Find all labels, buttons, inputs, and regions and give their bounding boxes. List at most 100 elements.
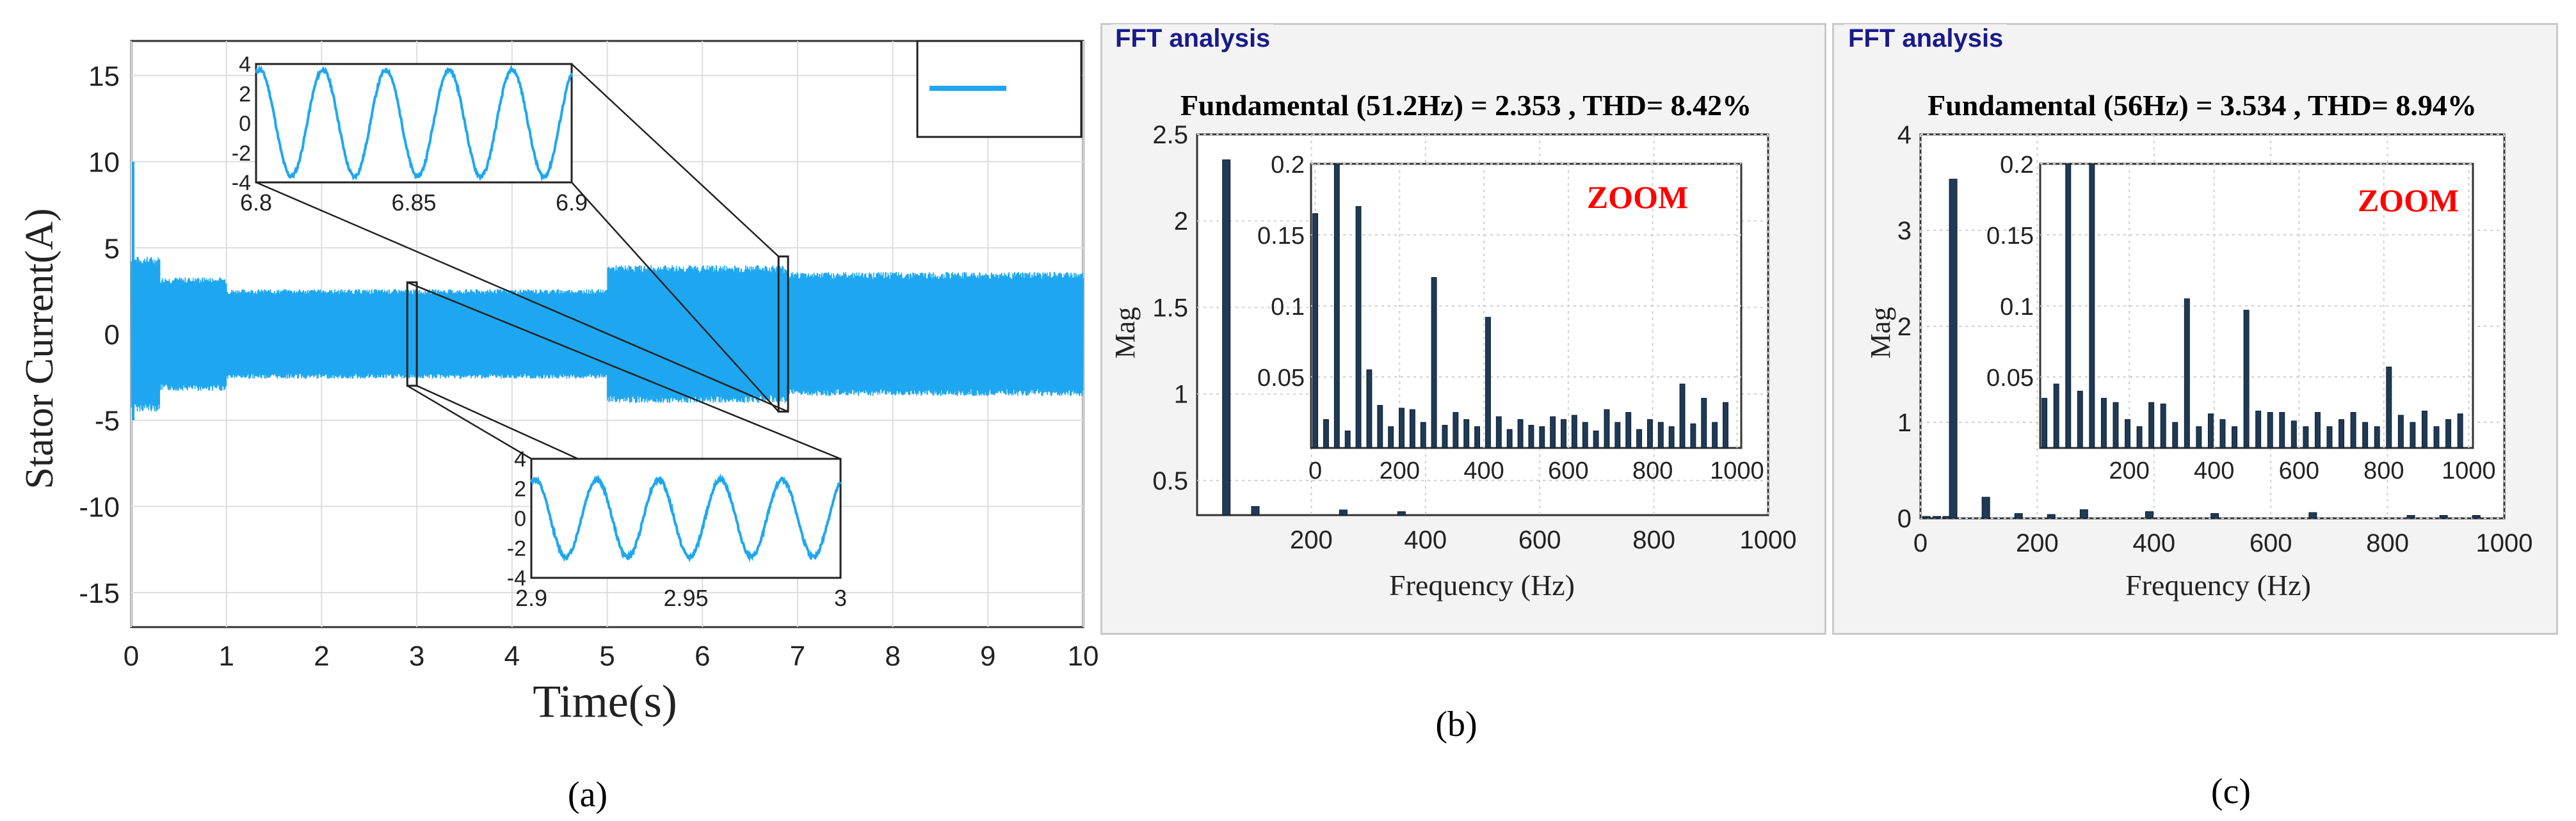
b-inset-bar: [1506, 429, 1513, 449]
b-inset-bar: [1701, 397, 1707, 449]
c-inset-bar: [2290, 420, 2297, 449]
a-xtick-label: 2: [314, 641, 329, 672]
c-inset-bar: [2065, 163, 2072, 449]
b-ytick-label: 2.5: [1152, 121, 1188, 149]
a-xtick-label: 0: [124, 641, 139, 672]
b-zoom-label: ZOOM: [1587, 179, 1688, 215]
a-xlabel: Time(s): [533, 676, 677, 727]
fft-panel-b-title: FFT analysis: [1111, 24, 1275, 53]
a-ytick-label: -15: [79, 578, 120, 609]
b-inset-bar: [1679, 383, 1686, 449]
c-xtick-label: 200: [2016, 529, 2059, 557]
b-inset-xtick-label: 400: [1463, 458, 1504, 484]
b-inset-bar: [1582, 422, 1588, 449]
b-inset-bar: [1593, 430, 1599, 449]
b-inset-bar: [1495, 416, 1502, 449]
c-inset-bar: [2433, 426, 2440, 449]
c-ytick-label: 0: [1897, 505, 1912, 533]
c-ytick-label: 2: [1897, 313, 1912, 341]
b-bar: [1397, 511, 1406, 516]
b-inset-bar: [1344, 430, 1351, 449]
zoom-top-box: [255, 63, 573, 184]
zoom-bottom-series: [530, 473, 842, 562]
c-bar: [2210, 513, 2219, 519]
c-inset-bar: [2125, 419, 2131, 449]
zoom-bottom-box: [530, 458, 842, 579]
c-inset-bar: [2445, 419, 2452, 449]
zoom-top-source-rect: [777, 255, 789, 413]
c-bar: [1922, 516, 1931, 519]
a-xtick-label: 10: [1068, 641, 1099, 672]
c-inset-bar: [2350, 412, 2356, 449]
c-inset-bar: [2089, 163, 2095, 449]
c-inset-ytick-label: 0.15: [1986, 223, 2034, 250]
b-inset-bar: [1442, 424, 1448, 449]
b-inset-bar: [1571, 415, 1577, 449]
c-inset-bar: [2362, 422, 2369, 449]
zoom-top-ytick-label: 2: [239, 82, 251, 106]
b-inset-bar: [1690, 423, 1696, 449]
a-xtick-label: 4: [504, 641, 520, 672]
b-xlabel: Frequency (Hz): [1389, 569, 1575, 602]
b-inset-bar: [1604, 409, 1610, 449]
c-title: Fundamental (56Hz) = 3.534 , THD= 8.94%: [1928, 89, 2477, 122]
b-inset-xtick-label: 0: [1308, 458, 1322, 484]
b-inset-bar: [1712, 422, 1718, 449]
zoom-top-xtick-label: 6.9: [556, 189, 588, 216]
zoom-top-connector: [571, 63, 780, 257]
b-inset-ytick-label: 0.1: [1271, 294, 1305, 321]
c-bar: [2472, 515, 2481, 519]
b-ylabel: Mag: [1109, 307, 1141, 359]
b-inset-bar: [1614, 422, 1621, 449]
b-inset-bar: [1431, 277, 1437, 449]
a-ytick-label: 15: [88, 61, 120, 92]
c-inset-xtick-label: 1000: [2442, 458, 2496, 484]
c-inset-xtick-label: 600: [2279, 458, 2319, 484]
c-inset-bar: [2207, 413, 2214, 449]
b-inset-bar: [1474, 426, 1481, 449]
c-ylabel: Mag: [1865, 307, 1896, 359]
c-inset-bar: [2255, 410, 2262, 449]
b-bar: [1339, 509, 1348, 516]
b-ytick-label: 1.5: [1152, 294, 1188, 322]
b-inset-bar: [1539, 426, 1545, 449]
b-inset-xtick-label: 200: [1380, 458, 1420, 484]
c-bar: [1949, 179, 1958, 519]
b-inset-bar: [1657, 422, 1664, 449]
c-inset-bar: [2053, 383, 2059, 449]
zoom-bottom-xtick-label: 2.95: [663, 585, 708, 611]
zoom-bottom-ytick-label: 0: [514, 507, 526, 531]
zoom-top-connector: [571, 182, 780, 413]
c-bar: [1981, 497, 1990, 519]
c-inset-bar: [2386, 366, 2392, 449]
b-inset-xtick-label: 800: [1632, 458, 1673, 484]
b-inset-bar: [1399, 408, 1405, 449]
c-bar: [2047, 514, 2056, 519]
c-inset-bar: [2172, 422, 2178, 449]
zoom-top-series: [255, 64, 573, 182]
c-inset-bar: [2326, 426, 2333, 449]
a-caption: (a): [568, 775, 608, 815]
c-bar: [2439, 515, 2448, 519]
b-inset-bar: [1668, 426, 1675, 449]
c-inset-xtick-label: 800: [2363, 458, 2404, 484]
a-ylabel: Stator Current(A): [18, 208, 61, 489]
c-inset-bar: [2113, 402, 2119, 449]
b-inset-bar: [1453, 412, 1459, 449]
c-inset-bar: [2232, 426, 2238, 449]
b-inset-bar: [1625, 412, 1632, 449]
c-inset-bar: [2410, 422, 2416, 449]
c-bar: [2145, 511, 2154, 519]
c-xtick-label: 600: [2250, 529, 2292, 557]
c-xlabel: Frequency (Hz): [2125, 569, 2311, 602]
zoom-bottom-connector: [407, 282, 841, 460]
b-inset-bar: [1333, 163, 1340, 449]
c-inset-bar: [2160, 403, 2166, 449]
c-xtick-label: 1000: [2476, 529, 2533, 557]
a-series-isa: [131, 257, 1084, 412]
c-inset-xtick-label: 400: [2194, 458, 2234, 484]
a-xtick-label: 1: [218, 641, 234, 672]
b-xtick-label: 600: [1518, 526, 1561, 554]
c-bar: [1933, 516, 1942, 519]
